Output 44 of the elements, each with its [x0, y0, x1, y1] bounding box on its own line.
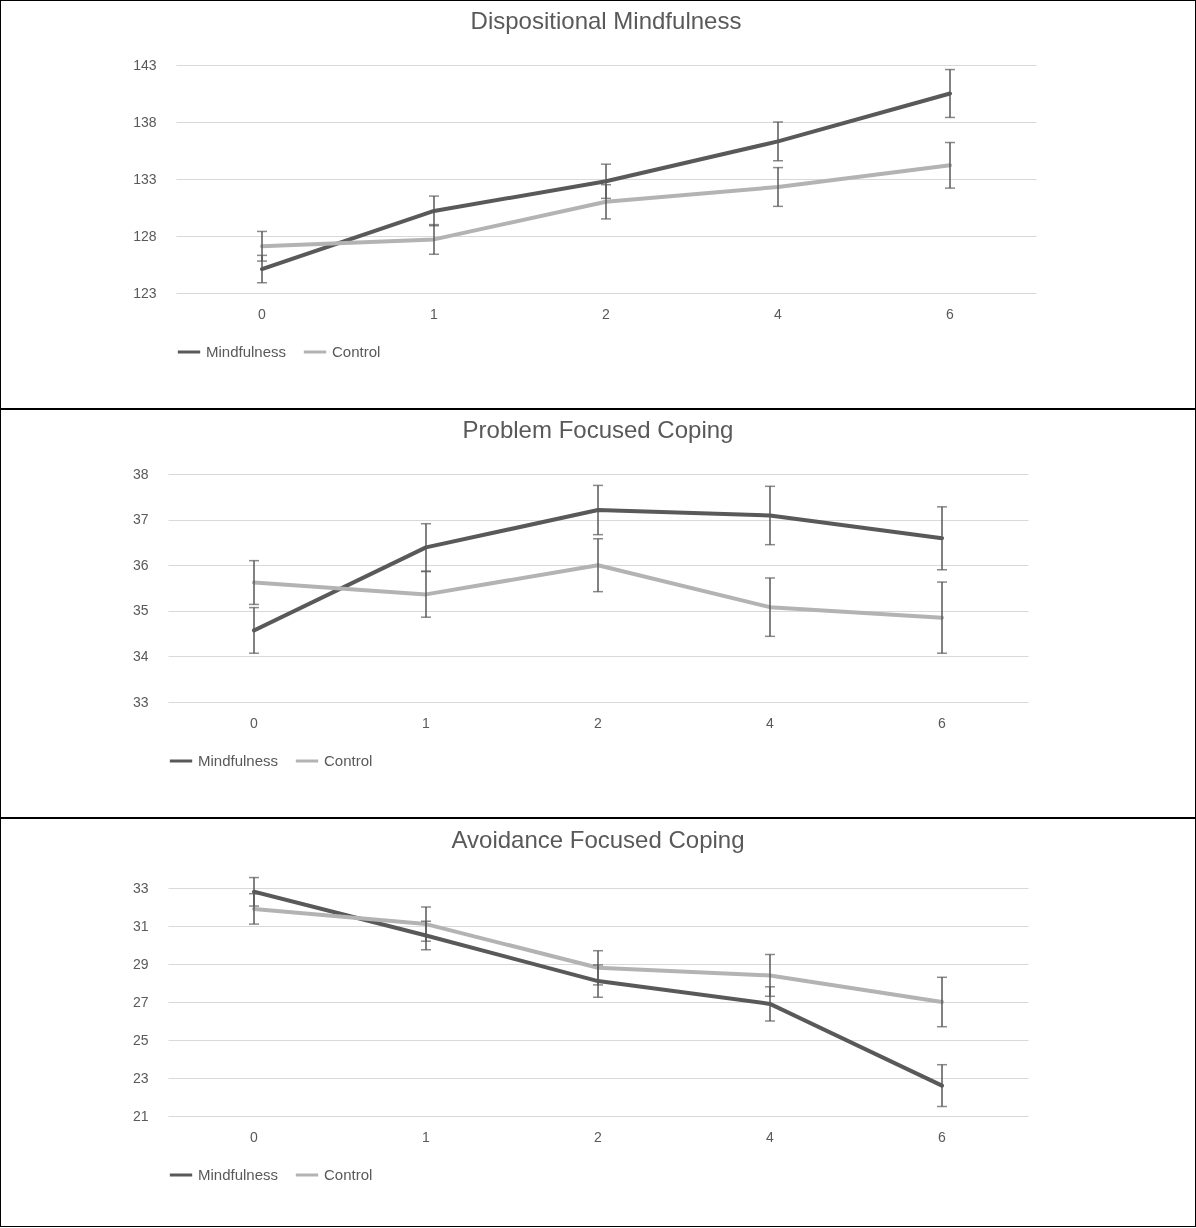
x-tick-label: 6 — [938, 1128, 947, 1145]
legend-label: Mindfulness — [198, 752, 279, 769]
x-tick-label: 1 — [422, 714, 431, 731]
x-tick-label: 2 — [594, 714, 603, 731]
legend-label: Control — [324, 1166, 373, 1183]
y-tick-label: 25 — [132, 1031, 149, 1048]
y-tick-label: 23 — [132, 1069, 149, 1086]
y-tick-label: 33 — [132, 879, 149, 896]
chart-title: Avoidance Focused Coping — [451, 825, 745, 853]
y-tick-label: 36 — [132, 556, 149, 573]
y-tick-label: 33 — [132, 693, 149, 710]
y-tick-label: 31 — [132, 917, 149, 934]
line-series — [252, 563, 944, 620]
x-tick-label: 2 — [602, 305, 611, 322]
chart-title: Problem Focused Coping — [462, 416, 734, 443]
y-tick-label: 123 — [133, 284, 157, 301]
y-tick-label: 143 — [133, 56, 157, 73]
x-tick-label: 1 — [430, 305, 439, 322]
y-tick-label: 128 — [133, 227, 157, 244]
legend-label: Mindfulness — [198, 1166, 279, 1183]
y-tick-label: 38 — [132, 465, 149, 482]
y-tick-label: 138 — [133, 113, 157, 130]
x-tick-label: 1 — [422, 1128, 431, 1145]
y-tick-label: 27 — [132, 993, 149, 1010]
x-tick-label: 4 — [766, 714, 775, 731]
legend-label: Control — [332, 343, 381, 360]
x-tick-label: 6 — [938, 714, 947, 731]
y-tick-label: 35 — [132, 602, 149, 619]
x-tick-label: 0 — [258, 305, 267, 322]
x-tick-label: 0 — [250, 714, 259, 731]
y-tick-label: 133 — [133, 170, 157, 187]
legend-label: Control — [324, 752, 373, 769]
chart-title: Dispositional Mindfulness — [470, 7, 742, 34]
x-tick-label: 4 — [774, 305, 783, 322]
legend-label: Mindfulness — [206, 343, 287, 360]
x-tick-label: 0 — [250, 1128, 259, 1145]
x-tick-label: 2 — [594, 1128, 603, 1145]
y-tick-label: 29 — [132, 955, 149, 972]
x-tick-label: 4 — [766, 1128, 775, 1145]
x-tick-label: 6 — [946, 305, 955, 322]
y-tick-label: 34 — [132, 647, 149, 664]
y-tick-label: 37 — [132, 511, 149, 528]
line-series — [260, 163, 952, 249]
y-tick-label: 21 — [132, 1107, 149, 1124]
